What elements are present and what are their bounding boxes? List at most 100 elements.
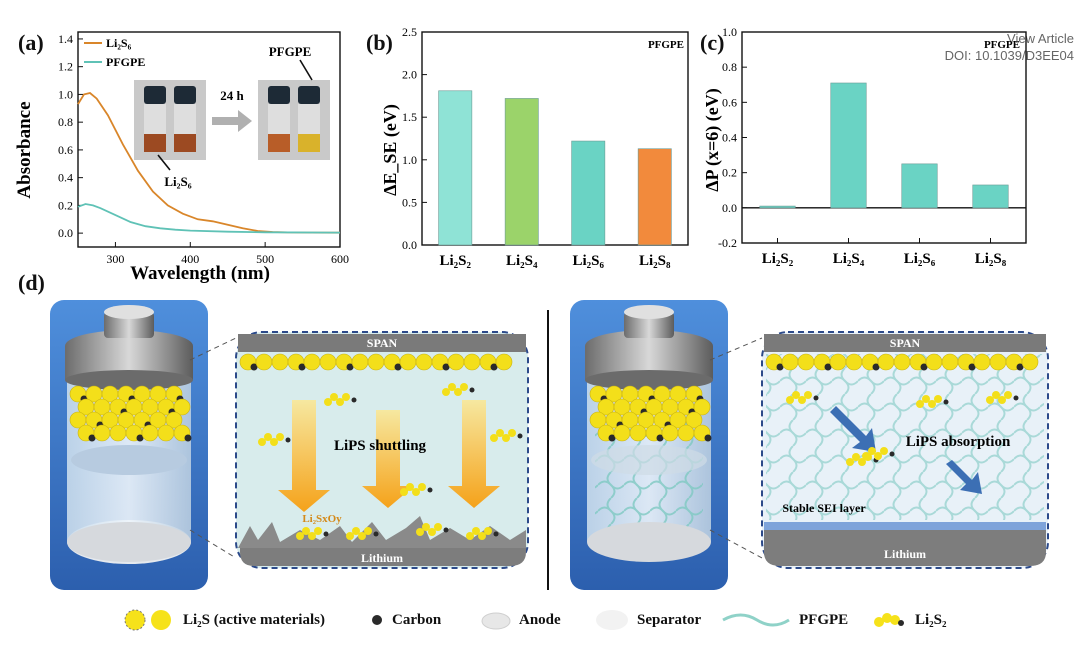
li2s-sphere (877, 353, 895, 371)
legend-label: Li₂S₂ (915, 611, 947, 628)
li2s2-cluster (992, 391, 1000, 399)
li2s2-cluster (428, 528, 436, 536)
carbon-dot (394, 363, 402, 371)
li2s-sphere (415, 353, 433, 371)
panel-label-b: (b) (366, 30, 393, 55)
x-tick-label: 600 (331, 252, 349, 266)
li-dot (889, 451, 895, 457)
x-tick-label: 300 (106, 252, 124, 266)
li2s-sphere (399, 353, 417, 371)
chart-a-frame (77, 31, 341, 248)
lithium-label-right: Lithium (884, 547, 926, 561)
li2s2-cluster (922, 395, 930, 403)
legend-item: PFGPE (721, 608, 848, 632)
li-dot (517, 433, 523, 439)
y-tick-label: -0.2 (718, 236, 737, 250)
carbon-dot (1016, 363, 1024, 371)
legend-item: Li₂S₂ (871, 608, 947, 632)
li2s-spheres-icon (124, 609, 171, 631)
li-dot (373, 531, 379, 537)
li2s-sphere (829, 353, 847, 371)
li2s2-cluster (862, 452, 870, 460)
legend-label: Anode (519, 611, 561, 628)
li2s-sphere (93, 424, 111, 442)
legend-item: Separator (595, 608, 701, 632)
li2s2-cluster (270, 438, 278, 446)
bar (438, 90, 473, 246)
li2s2-cluster (364, 527, 372, 535)
li2s2-cluster-icon (874, 613, 904, 627)
li2s2-cluster (324, 398, 332, 406)
x-category-label: Li₂S₆ (572, 253, 604, 269)
li-dot (813, 395, 819, 401)
x-category-label: Li₂S₈ (975, 251, 1007, 267)
li2s2-cluster (478, 532, 486, 540)
pointer-arrow-icon (157, 154, 171, 171)
arrow-right-icon (212, 110, 252, 132)
li2s2-cluster (986, 396, 994, 404)
li2s2-cluster (846, 458, 854, 466)
x-tick-label: 500 (256, 252, 274, 266)
li-dot (427, 487, 433, 493)
chart-b-title: PFGPE (648, 39, 684, 51)
li2s2-cluster (496, 429, 504, 437)
chart-a: Absorbance Wavelength (nm) 300 400 500 600 0… (14, 31, 349, 284)
process-label-left: LiPS shuttling (334, 438, 427, 454)
carbon-dot (442, 363, 450, 371)
li2s-sphere (463, 353, 481, 371)
y-tick-label: 1.0 (58, 87, 73, 101)
doi-text: DOI: 10.1039/D3EE04 (944, 48, 1074, 63)
carbon-dot (250, 363, 258, 371)
li2s2-cluster (454, 388, 462, 396)
panel-label-c: (c) (700, 30, 725, 55)
li2s-sphere (157, 424, 175, 442)
bar (759, 205, 796, 209)
series-line (77, 203, 341, 234)
li2s2-cluster (804, 391, 812, 399)
lithium-label-left: Lithium (361, 551, 403, 565)
li2s2-cluster (472, 527, 480, 535)
y-tick-label: 1.0 (722, 25, 737, 39)
dendrite-layer (238, 516, 526, 548)
y-tick-label: 0.4 (722, 131, 737, 145)
li2s-sphere (629, 424, 647, 442)
li2s2-cluster (336, 398, 344, 406)
chart-a-xlabel: Wavelength (nm) (130, 263, 270, 284)
shuttle-arrow-icon (362, 410, 414, 508)
chart-c-ylabel: ΔP (x=6) (eV) (702, 88, 723, 192)
chart-frame (421, 31, 689, 246)
y-tick-label: 0.0 (58, 226, 73, 240)
bar (504, 98, 539, 246)
li2s2-cluster (352, 527, 360, 535)
battery-left (50, 300, 208, 590)
x-category-label: Li₂S₄ (506, 253, 538, 269)
y-tick-label: 2.0 (402, 68, 417, 82)
li2s2-cluster (916, 400, 924, 408)
li2s2-cluster (460, 383, 468, 391)
x-category-label: Li₂S₂ (762, 251, 794, 267)
li2s-sphere (367, 353, 385, 371)
li-dot (1013, 395, 1019, 401)
inset-time-label: 24 h (220, 88, 244, 103)
li2s2-cluster (342, 393, 350, 401)
li2s2-cluster (508, 429, 516, 437)
li-dot (943, 399, 949, 405)
schematic-legend: Li₂S (active materials) Carbon Anode Sep… (115, 604, 1015, 638)
y-tick-label: 1.5 (402, 110, 417, 124)
li2s-sphere (973, 353, 991, 371)
view-article-link[interactable]: View Article (1007, 31, 1074, 46)
li2s2-cluster (484, 527, 492, 535)
li2s2-cluster (416, 528, 424, 536)
li2s2-cluster (276, 433, 284, 441)
li2s-sphere (941, 353, 959, 371)
absorption-arrow-icon (830, 406, 876, 452)
li2s-sphere (677, 424, 695, 442)
inset-pfgpe-label: PFGPE (269, 44, 312, 59)
carbon-dot (920, 363, 928, 371)
carbon-dot (824, 363, 832, 371)
li2s2-cluster (880, 447, 888, 455)
absorption-arrow-icon (946, 460, 982, 494)
li2s2-cluster (264, 433, 272, 441)
carbon-dot (608, 434, 616, 442)
carbon-dot (88, 434, 96, 442)
